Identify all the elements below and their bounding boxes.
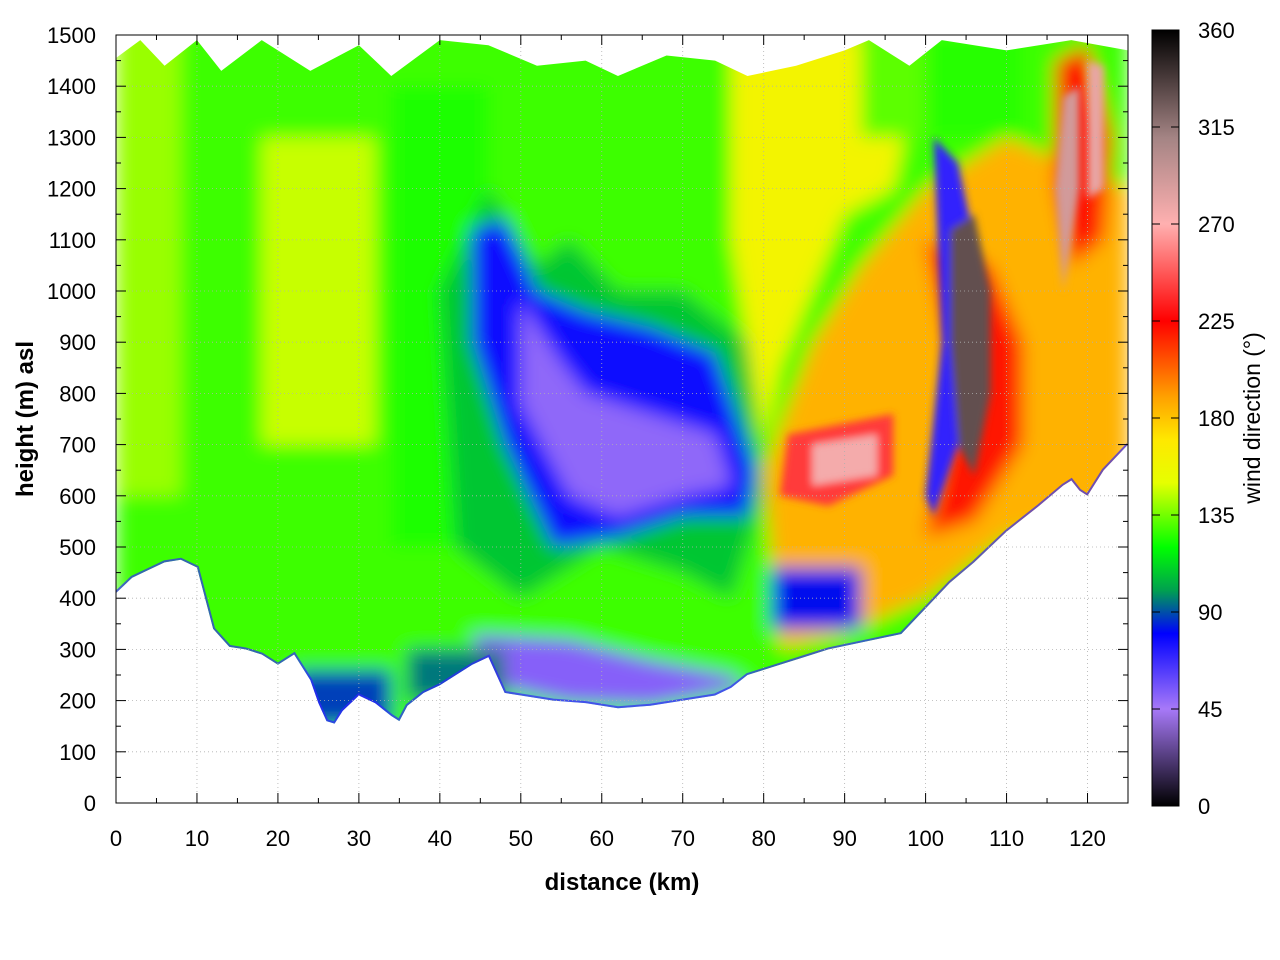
y-tick-label: 400 <box>59 586 96 611</box>
y-tick-label: 1500 <box>47 23 96 48</box>
terrain-edge <box>116 443 1128 724</box>
y-tick-label: 1100 <box>49 228 96 253</box>
y-tick-label: 600 <box>59 484 96 509</box>
blue-valley <box>294 669 392 724</box>
y-tick-label: 1400 <box>47 74 96 99</box>
x-axis: 0 10 20 30 40 50 60 70 80 90 100 110 120 <box>110 35 1106 851</box>
x-tick-label: 60 <box>590 826 614 851</box>
x-tick-label: 10 <box>185 826 209 851</box>
plot-area: 0 10 20 30 40 50 60 70 80 90 100 110 120 0 100 200 300 4… <box>47 23 1129 851</box>
colorbar-tick-label: 0 <box>1198 794 1210 819</box>
x-tick-label: 70 <box>670 826 694 851</box>
x-axis-label: distance (km) <box>545 869 700 896</box>
x-tick-label: 0 <box>110 826 122 851</box>
colorbar-tick-label: 360 <box>1198 18 1235 43</box>
green-upper-mid <box>860 40 926 138</box>
x-tick-label: 20 <box>266 826 290 851</box>
colorbar-tick-label: 135 <box>1198 503 1235 528</box>
x-tick-label: 120 <box>1069 826 1106 851</box>
grid-lines <box>116 35 1128 803</box>
y-tick-label: 1300 <box>47 125 96 150</box>
colorbar-tick-label: 315 <box>1198 115 1235 140</box>
y-tick-label: 500 <box>59 535 96 560</box>
y-tick-label: 0 <box>84 791 96 816</box>
yellow-green-center <box>261 137 376 445</box>
wind-field <box>116 40 1128 724</box>
x-tick-label: 40 <box>428 826 452 851</box>
y-tick-label: 300 <box>59 637 96 662</box>
x-tick-label: 80 <box>751 826 775 851</box>
y-axis-label: height (m) asl <box>12 341 39 497</box>
x-tick-label: 100 <box>907 826 944 851</box>
purple-lowlevel <box>472 634 748 706</box>
colorbar-ticks: 0 45 90 135 180 225 270 315 360 <box>1152 18 1235 819</box>
x-tick-label: 90 <box>832 826 856 851</box>
x-tick-label: 50 <box>509 826 533 851</box>
y-tick-label: 800 <box>59 381 96 406</box>
purple-core <box>520 301 732 517</box>
y-tick-label: 1000 <box>47 279 96 304</box>
y-tick-label: 1200 <box>47 177 96 202</box>
green-upper-right <box>925 40 1023 138</box>
y-tick-label: 200 <box>59 689 96 714</box>
colorbar-tick-label: 180 <box>1198 406 1235 431</box>
y-axis: 0 100 200 300 400 500 600 700 800 900 1000 1100 1200… <box>47 23 1128 816</box>
pink-streak-right <box>1087 60 1104 199</box>
yellow-green-left <box>116 40 181 496</box>
colorbar-tick-label: 45 <box>1198 697 1222 722</box>
y-tick-label: 900 <box>59 330 96 355</box>
field-fill <box>116 40 1128 724</box>
colorbar-tick-label: 225 <box>1198 309 1235 334</box>
colorbar-label: wind direction (°) <box>1239 332 1265 505</box>
dark-core <box>949 214 991 476</box>
colorbar-tick-label: 270 <box>1198 212 1235 237</box>
pink-streak <box>1055 86 1080 291</box>
colorbar-tick-label: 90 <box>1198 600 1222 625</box>
x-tick-label: 110 <box>989 826 1024 851</box>
y-tick-label: 100 <box>59 740 96 765</box>
colorbar: 0 45 90 135 180 225 270 315 360 wind direction (… <box>1151 18 1265 819</box>
y-tick-label: 700 <box>59 433 96 458</box>
x-tick-label: 30 <box>347 826 371 851</box>
